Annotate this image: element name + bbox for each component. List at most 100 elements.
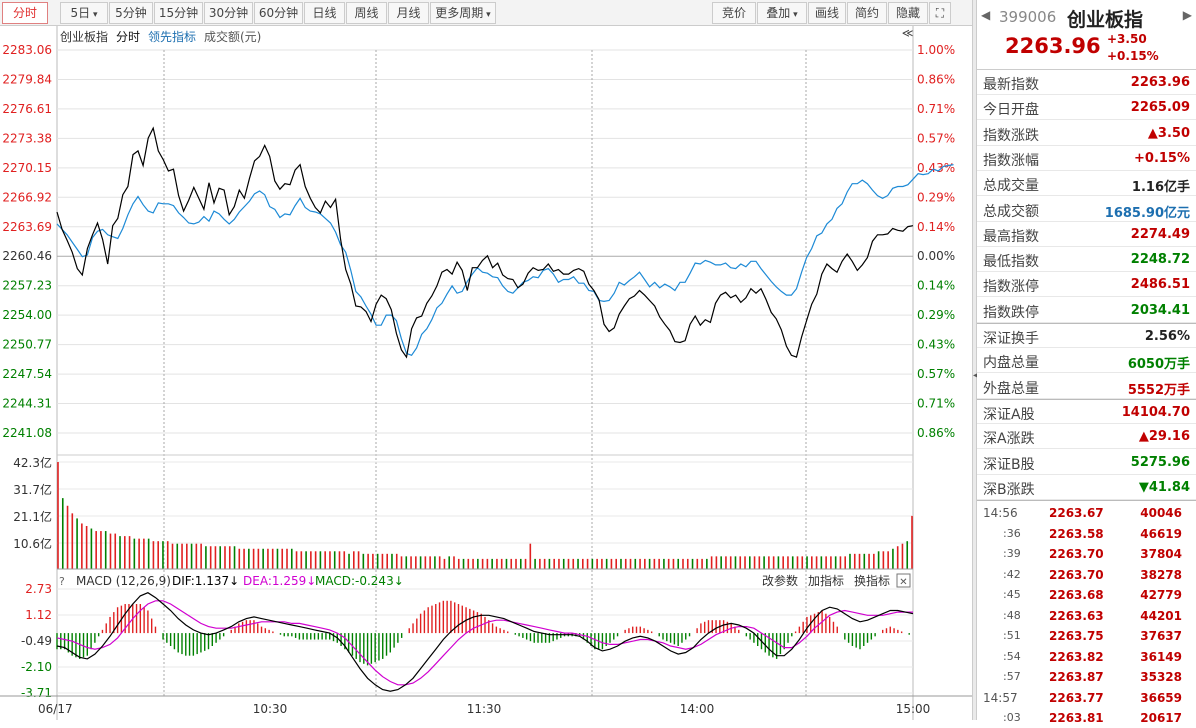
stat-value: 1.16亿手 — [1131, 180, 1190, 196]
tick-row: :36 2263.58 46619 — [977, 524, 1196, 544]
index-code: 399006 — [999, 8, 1057, 26]
tick-price: 2263.63 — [1049, 608, 1104, 623]
stat-value: 2486.51 — [1130, 277, 1190, 293]
pct-tick-label: 0.43% — [917, 161, 955, 175]
tick-volume: 44201 — [1140, 608, 1182, 623]
macd-tick-label: 1.12 — [25, 608, 52, 622]
collapse-arrow-icon[interactable]: ◀ — [973, 370, 981, 381]
tick-volume: 42779 — [1140, 588, 1182, 602]
stat-label: 深证B股 — [983, 456, 1035, 473]
period-tab-label: 60分钟 — [258, 6, 299, 20]
stat-value: 2265.09 — [1130, 100, 1190, 116]
chart-tool-button[interactable]: 隐藏 ≪ — [888, 2, 928, 40]
chart-tool-button[interactable]: 竞价 — [712, 2, 756, 24]
stat-row: 深B涨跌 ▼41.84 — [977, 475, 1196, 500]
tick-price: 2263.70 — [1049, 547, 1104, 561]
quote-panel: ◀ 399006 创业板指 ▶ 2263.96 +3.50 +0.15% 最新指… — [977, 0, 1196, 725]
stat-label: 深证换手 — [983, 331, 1039, 347]
stat-row: 最高指数 2274.49 — [977, 222, 1196, 247]
tick-row: :39 2263.70 37804 — [977, 544, 1196, 564]
period-tab[interactable]: 分时 — [2, 2, 48, 24]
volume-tick-label: 31.7亿 — [13, 482, 52, 497]
stat-row: 指数跌停 2034.41 — [977, 298, 1196, 323]
chart-tool-button[interactable]: ⛶ — [929, 2, 951, 24]
period-tab[interactable]: 月线 — [388, 2, 429, 24]
prev-arrow-icon[interactable]: ◀ — [981, 8, 991, 22]
stat-label: 指数涨幅 — [983, 152, 1039, 169]
period-tab-label: 5日 — [70, 6, 91, 20]
pct-tick-label: 0.57% — [917, 367, 955, 381]
macd-tick-label: -2.10 — [21, 660, 52, 674]
time-tick-label: 14:00 — [680, 702, 715, 716]
panel-splitter[interactable]: ◀ — [972, 0, 981, 720]
stat-value: 1685.90亿元 — [1104, 205, 1190, 221]
period-tab[interactable]: 周线 — [346, 2, 387, 24]
tick-volume: 38278 — [1140, 567, 1182, 582]
price-tick-label: 2257.23 — [2, 279, 52, 293]
pct-tick-label: 1.00% — [917, 43, 955, 57]
macd-tick-label: -0.49 — [21, 634, 52, 648]
tick-time: :39 — [1003, 547, 1021, 560]
next-arrow-icon[interactable]: ▶ — [1182, 8, 1192, 22]
stat-row: 深证换手 2.56% — [977, 323, 1196, 348]
time-tick-label: 06/17 — [38, 702, 73, 716]
volume-tick-label: 10.6亿 — [13, 536, 52, 551]
period-tab-label: 30分钟 — [208, 6, 249, 20]
period-tab[interactable]: 15分钟 — [154, 2, 203, 24]
tick-volume: 46619 — [1140, 526, 1182, 541]
macd-tick-label: -3.71 — [21, 686, 52, 700]
legend-mode: 分时 — [116, 30, 140, 44]
tick-price: 2263.68 — [1049, 588, 1104, 602]
time-tick-label: 11:30 — [467, 702, 502, 716]
tick-time: :45 — [1003, 588, 1021, 601]
chart-tool-button[interactable]: 画线 — [808, 2, 846, 24]
period-tab-label: 更多周期 — [435, 6, 484, 20]
price-tick-label: 2263.69 — [2, 220, 52, 234]
period-tab[interactable]: 30分钟 — [204, 2, 253, 24]
stat-row: 今日开盘 2265.09 — [977, 95, 1196, 121]
period-tab[interactable]: 更多周期 ▾ — [430, 2, 496, 24]
period-tab[interactable]: 5日 ▾ — [60, 2, 108, 24]
legend-volume: 成交额(元) — [204, 29, 261, 44]
stat-label: 最低指数 — [983, 254, 1039, 271]
period-tab[interactable]: 5分钟 — [109, 2, 153, 24]
stat-value: 2034.41 — [1130, 302, 1190, 318]
stat-label: 总成交量 — [983, 178, 1039, 195]
time-tick-label: 15:00 — [896, 702, 931, 716]
stat-value: 14104.70 — [1121, 404, 1190, 420]
pct-tick-label: 0.00% — [917, 249, 955, 263]
period-tab[interactable]: 日线 — [304, 2, 345, 24]
price-line — [56, 126, 914, 359]
index-name: 创业板指 — [1067, 9, 1144, 31]
stat-value: +0.15% — [1134, 150, 1190, 166]
chart-tool-label: 简约 — [854, 6, 879, 20]
macd-title: MACD (12,26,9) — [76, 574, 171, 588]
dropdown-caret-icon: ▾ — [790, 10, 798, 20]
macd-tick-label: 2.73 — [25, 582, 52, 596]
stat-label: 外盘总量 — [983, 380, 1039, 397]
period-tab[interactable]: 60分钟 — [254, 2, 303, 24]
stat-value: 2274.49 — [1130, 226, 1190, 242]
price-tick-label: 2270.15 — [2, 161, 52, 175]
dea-line — [56, 600, 913, 686]
stat-label: 内盘总量 — [983, 355, 1039, 372]
volume-tick-label: 21.1亿 — [13, 509, 52, 524]
stat-row: 外盘总量 5552万手 — [977, 374, 1196, 399]
stat-value: ▲3.50 — [1147, 125, 1190, 141]
stat-label: 最高指数 — [983, 228, 1039, 245]
period-toolbar: 分时 5日 ▾ 5分钟 15分钟 30分钟 60分钟 日线 周线 月线 更多周期 ▾ 竞价 叠加 ▾ 画… — [0, 0, 972, 40]
tick-row: :45 2263.68 42779 — [977, 585, 1196, 605]
chart-tool-button[interactable]: 叠加 ▾ — [757, 2, 807, 24]
stat-row: 深证B股 5275.96 — [977, 450, 1196, 475]
tick-row: 14:57 2263.77 36659 — [977, 688, 1196, 708]
price-tick-label: 2241.08 — [2, 426, 52, 440]
tick-volume: 36659 — [1140, 690, 1182, 705]
tick-time: :03 — [1003, 711, 1021, 724]
tick-time: 14:57 — [983, 690, 1018, 705]
stat-row: 指数涨幅 +0.15% — [977, 146, 1196, 171]
price-tick-label: 2273.38 — [2, 131, 52, 145]
price-tick-label: 2244.31 — [2, 397, 52, 411]
stat-label: 今日开盘 — [983, 102, 1039, 119]
tick-row: :03 2263.81 20617 — [977, 708, 1196, 728]
chart-tool-button[interactable]: 简约 — [847, 2, 887, 24]
